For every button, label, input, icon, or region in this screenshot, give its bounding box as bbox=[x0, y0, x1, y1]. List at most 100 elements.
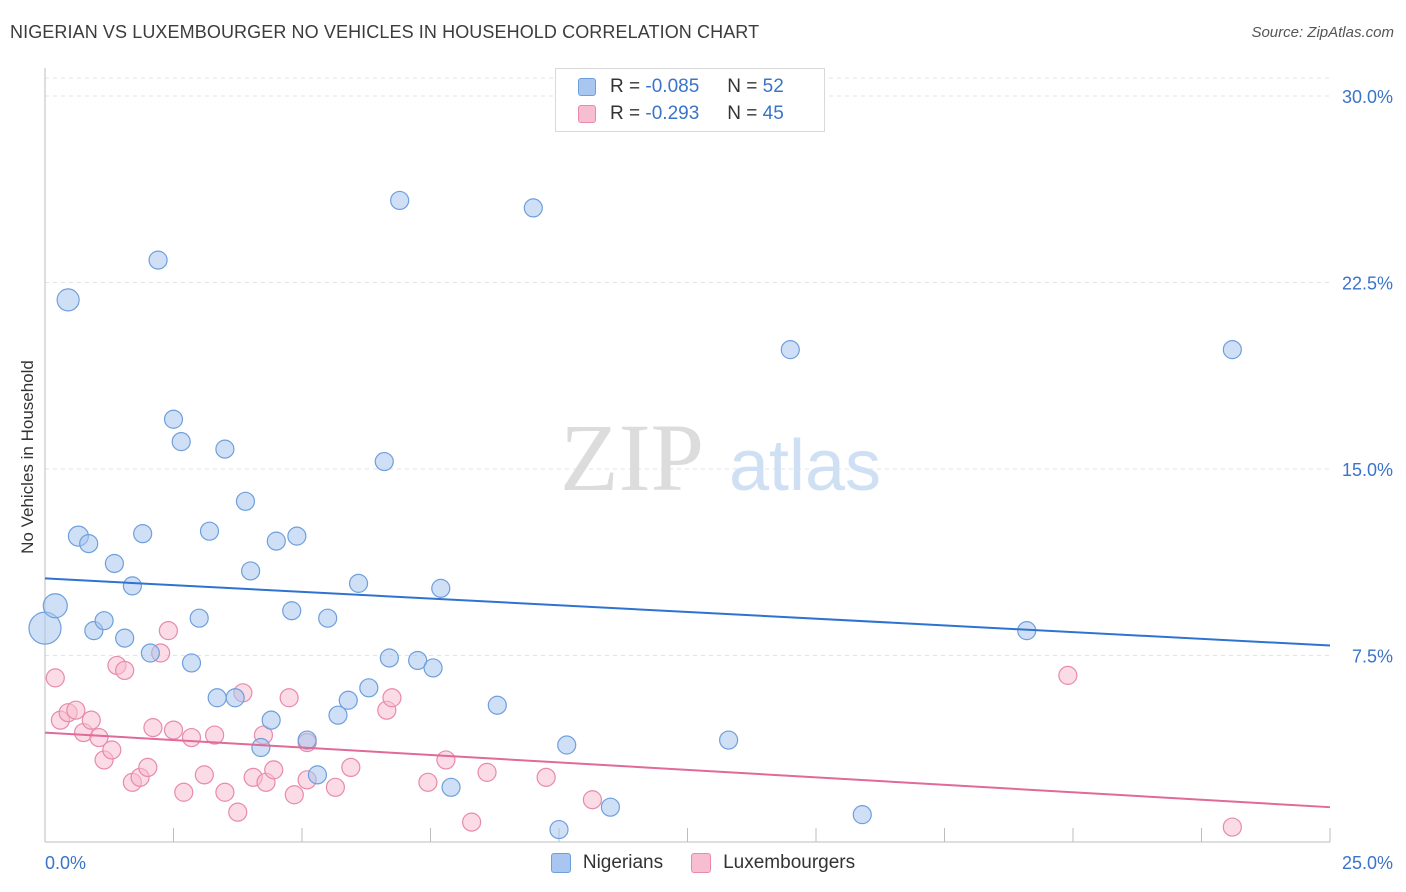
point-nigerians-11 bbox=[140, 643, 160, 663]
legend-item-nigerians[interactable]: Nigerians bbox=[550, 852, 664, 874]
stats-legend: R = -0.085 N = 52 R = -0.293 N = 45 bbox=[555, 68, 825, 132]
source-label: Source: ZipAtlas.com bbox=[1251, 24, 1394, 41]
legend-r-value: -0.085 bbox=[645, 76, 700, 97]
point-nigerians-44 bbox=[549, 819, 569, 840]
legend-item-luxembourgers[interactable]: Luxembourgers bbox=[691, 852, 855, 874]
point-nigerians-41 bbox=[441, 777, 461, 797]
point-luxembourgers-0 bbox=[45, 668, 65, 688]
point-luxembourgers-23 bbox=[228, 802, 248, 822]
point-luxembourgers-42 bbox=[582, 790, 603, 810]
point-nigerians-10 bbox=[133, 524, 153, 544]
point-nigerians-16 bbox=[189, 608, 209, 628]
y-tick-label-1: 15.0% bbox=[1342, 460, 1393, 480]
trend-line-luxembourgers bbox=[44, 731, 1331, 809]
point-luxembourgers-40 bbox=[477, 762, 497, 782]
watermark-zip: ZIP bbox=[560, 404, 704, 511]
point-nigerians-43 bbox=[523, 198, 543, 218]
point-nigerians-2 bbox=[56, 288, 80, 312]
point-luxembourgers-41 bbox=[536, 767, 556, 787]
point-nigerians-48 bbox=[780, 340, 800, 360]
legend-label-luxembourgers: Luxembourgers bbox=[723, 852, 856, 873]
y-axis-label: No Vehicles in Household bbox=[18, 360, 37, 554]
grid-lines bbox=[45, 77, 1330, 656]
point-luxembourgers-44 bbox=[1222, 817, 1242, 837]
point-luxembourgers-43 bbox=[1058, 665, 1078, 685]
trend-line-nigerians bbox=[44, 577, 1331, 647]
point-luxembourgers-37 bbox=[418, 772, 438, 792]
point-nigerians-23 bbox=[251, 737, 271, 758]
point-nigerians-47 bbox=[719, 730, 739, 750]
point-nigerians-13 bbox=[163, 409, 184, 429]
point-nigerians-42 bbox=[487, 695, 507, 715]
legend-n-value: 52 bbox=[762, 76, 784, 97]
point-luxembourgers-38 bbox=[436, 750, 456, 770]
point-nigerians-26 bbox=[282, 601, 302, 621]
point-nigerians-12 bbox=[148, 250, 168, 270]
point-nigerians-40 bbox=[431, 578, 451, 598]
point-luxembourgers-5 bbox=[81, 710, 101, 730]
point-nigerians-25 bbox=[266, 531, 286, 551]
point-nigerians-20 bbox=[225, 688, 245, 708]
legend-n-label: N = bbox=[727, 76, 758, 97]
point-nigerians-17 bbox=[199, 521, 220, 541]
legend-swatch-nigerians bbox=[550, 853, 571, 873]
y-tick-label-3: 30.0% bbox=[1342, 87, 1393, 107]
point-luxembourgers-20 bbox=[194, 765, 214, 785]
point-luxembourgers-10 bbox=[115, 660, 135, 681]
point-nigerians-38 bbox=[408, 650, 428, 671]
point-luxembourgers-30 bbox=[284, 785, 304, 805]
point-nigerians-4 bbox=[79, 533, 99, 554]
legend-swatch-luxembourgers bbox=[691, 853, 712, 873]
legend-r-label: R = bbox=[610, 76, 641, 97]
point-nigerians-30 bbox=[318, 608, 338, 628]
point-nigerians-22 bbox=[241, 561, 261, 581]
point-luxembourgers-22 bbox=[215, 782, 235, 802]
point-luxembourgers-14 bbox=[143, 718, 163, 738]
point-nigerians-49 bbox=[852, 805, 872, 825]
point-nigerians-29 bbox=[307, 765, 328, 785]
point-luxembourgers-36 bbox=[382, 688, 402, 708]
legend-n-value: 45 bbox=[762, 103, 784, 124]
legend-label-nigerians: Nigerians bbox=[582, 852, 664, 873]
point-luxembourgers-18 bbox=[174, 782, 194, 802]
point-luxembourgers-21 bbox=[205, 725, 225, 745]
point-luxembourgers-3 bbox=[66, 700, 86, 720]
point-nigerians-39 bbox=[423, 658, 443, 678]
point-nigerians-14 bbox=[171, 432, 191, 452]
point-nigerians-24 bbox=[261, 710, 281, 730]
point-nigerians-9 bbox=[122, 576, 142, 596]
point-nigerians-36 bbox=[379, 648, 399, 668]
point-nigerians-19 bbox=[215, 439, 235, 459]
point-luxembourgers-8 bbox=[102, 740, 122, 760]
x-tick-label-1: 25.0% bbox=[1342, 853, 1393, 873]
point-nigerians-7 bbox=[104, 553, 124, 574]
x-tick-label-0: 0.0% bbox=[45, 853, 86, 873]
point-nigerians-46 bbox=[600, 797, 621, 817]
point-luxembourgers-19 bbox=[181, 727, 202, 748]
legend-row-nigerians: R = -0.085 N = 52 bbox=[578, 74, 784, 100]
tick-labels: 7.5% 15.0% 22.5% 30.0% 0.0% 25.0% bbox=[45, 87, 1393, 873]
point-nigerians-33 bbox=[348, 573, 369, 593]
axes bbox=[44, 68, 1331, 843]
point-nigerians-34 bbox=[359, 678, 379, 698]
point-nigerians-37 bbox=[390, 190, 410, 211]
point-luxembourgers-13 bbox=[138, 757, 158, 778]
legend-swatch-nigerians bbox=[578, 78, 596, 96]
point-nigerians-8 bbox=[115, 628, 135, 648]
point-luxembourgers-17 bbox=[163, 720, 184, 740]
point-luxembourgers-39 bbox=[462, 812, 482, 832]
point-nigerians-35 bbox=[374, 451, 394, 472]
watermark-atlas: atlas bbox=[729, 426, 881, 506]
y-tick-label-0: 7.5% bbox=[1352, 647, 1393, 667]
point-luxembourgers-34 bbox=[341, 757, 361, 778]
point-nigerians-31 bbox=[328, 705, 348, 725]
point-nigerians-6 bbox=[94, 611, 114, 631]
y-tick-label-2: 22.5% bbox=[1342, 274, 1393, 294]
legend-r-label: R = bbox=[610, 103, 641, 124]
point-luxembourgers-33 bbox=[325, 777, 346, 797]
point-luxembourgers-28 bbox=[264, 760, 284, 780]
legend-swatch-luxembourgers bbox=[578, 105, 596, 123]
point-nigerians-32 bbox=[338, 690, 358, 710]
point-luxembourgers-6 bbox=[89, 727, 109, 748]
